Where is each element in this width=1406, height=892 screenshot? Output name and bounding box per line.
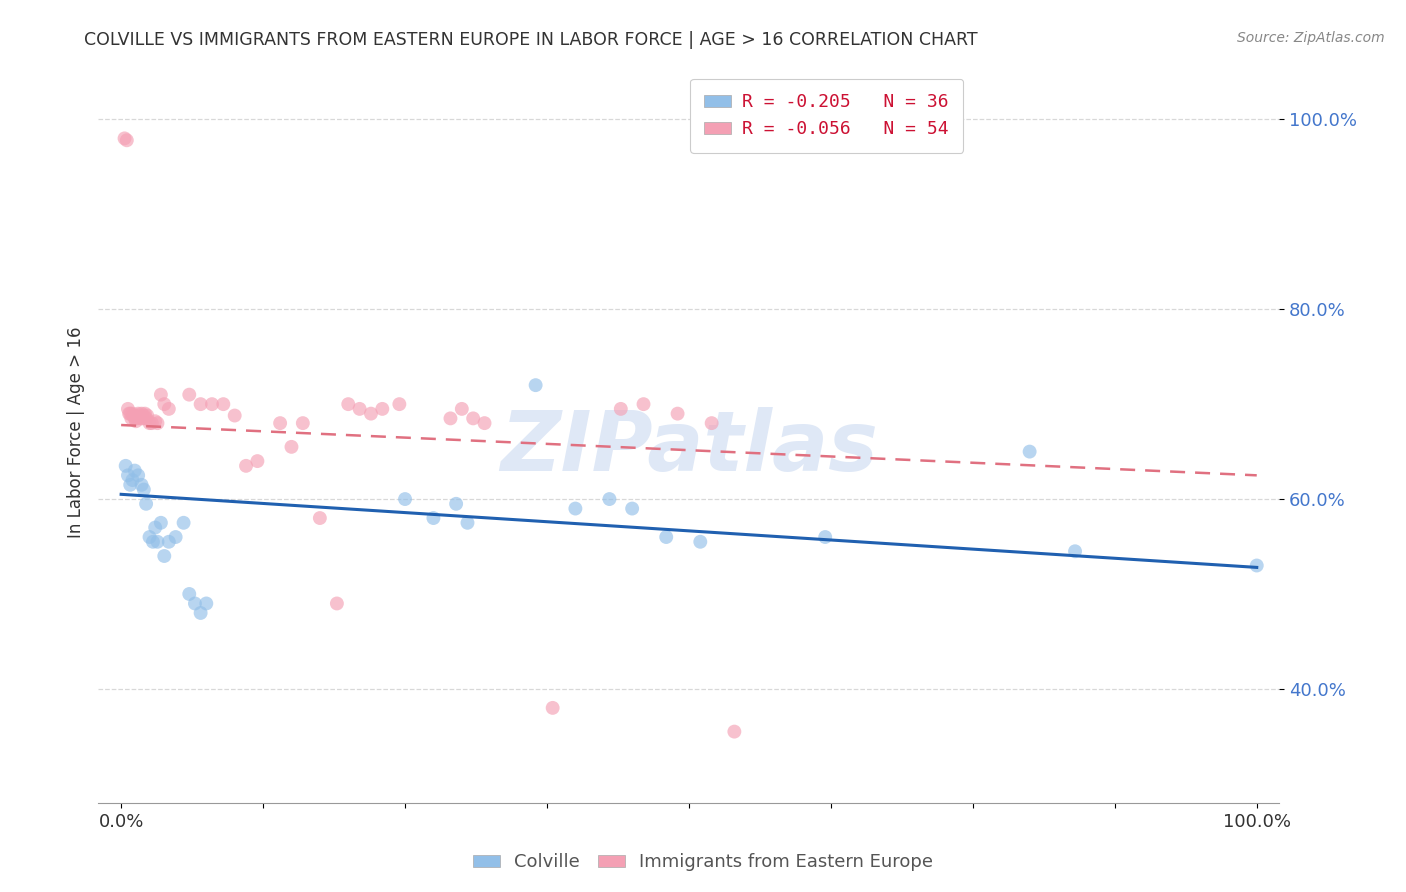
Point — [814, 530, 837, 544]
Point — [118, 407, 141, 421]
Point — [129, 411, 152, 425]
Point — [114, 458, 136, 473]
Point — [388, 397, 411, 411]
Point — [143, 520, 166, 534]
Point — [224, 409, 246, 423]
Point — [610, 401, 633, 416]
Point — [212, 397, 235, 411]
Point — [121, 407, 143, 421]
Point — [179, 587, 201, 601]
Point — [128, 409, 150, 423]
Point — [179, 387, 201, 401]
Point — [524, 378, 547, 392]
Point — [141, 416, 163, 430]
Point — [280, 440, 302, 454]
Point — [246, 454, 269, 468]
Point — [157, 401, 180, 416]
Y-axis label: In Labor Force | Age > 16: In Labor Force | Age > 16 — [66, 326, 84, 539]
Point — [120, 478, 142, 492]
Point — [235, 458, 257, 473]
Point — [132, 409, 155, 423]
Point — [394, 491, 416, 506]
Point — [121, 473, 143, 487]
Point — [541, 701, 564, 715]
Point — [157, 534, 180, 549]
Point — [124, 464, 146, 478]
Point — [666, 407, 689, 421]
Point — [132, 483, 155, 497]
Point — [115, 133, 138, 147]
Point — [149, 387, 172, 401]
Point — [153, 397, 176, 411]
Point — [439, 411, 461, 425]
Point — [723, 724, 745, 739]
Point — [700, 416, 723, 430]
Point — [124, 411, 146, 425]
Point — [135, 497, 157, 511]
Point — [269, 416, 291, 430]
Point — [1018, 444, 1040, 458]
Point — [127, 407, 149, 421]
Text: ZIPatlas: ZIPatlas — [501, 407, 877, 488]
Point — [326, 597, 349, 611]
Point — [122, 409, 145, 423]
Point — [146, 416, 169, 430]
Point — [149, 516, 172, 530]
Point — [689, 534, 711, 549]
Point — [120, 411, 142, 425]
Point — [153, 549, 176, 563]
Point — [463, 411, 485, 425]
Point — [146, 534, 169, 549]
Point — [138, 530, 160, 544]
Point — [422, 511, 444, 525]
Point — [117, 468, 139, 483]
Point — [190, 606, 212, 620]
Point — [349, 401, 371, 416]
Point — [134, 407, 156, 421]
Point — [444, 497, 467, 511]
Point — [1064, 544, 1087, 558]
Point — [131, 478, 153, 492]
Point — [450, 401, 472, 416]
Point — [132, 411, 155, 425]
Point — [136, 409, 159, 423]
Point — [371, 401, 394, 416]
Legend: Colville, Immigrants from Eastern Europe: Colville, Immigrants from Eastern Europe — [465, 847, 941, 879]
Point — [184, 597, 207, 611]
Point — [138, 416, 160, 430]
Point — [173, 516, 195, 530]
Point — [127, 468, 149, 483]
Point — [337, 397, 360, 411]
Point — [474, 416, 496, 430]
Text: Source: ZipAtlas.com: Source: ZipAtlas.com — [1237, 31, 1385, 45]
Point — [125, 414, 148, 428]
Point — [621, 501, 644, 516]
Point — [564, 501, 586, 516]
Point — [165, 530, 187, 544]
Point — [598, 491, 620, 506]
Point — [120, 407, 142, 421]
Point — [655, 530, 678, 544]
Point — [291, 416, 314, 430]
Point — [309, 511, 332, 525]
Point — [135, 411, 157, 425]
Point — [456, 516, 478, 530]
Point — [143, 414, 166, 428]
Point — [142, 534, 165, 549]
Point — [195, 597, 218, 611]
Legend: R = -0.205   N = 36, R = -0.056   N = 54: R = -0.205 N = 36, R = -0.056 N = 54 — [690, 78, 963, 153]
Point — [114, 131, 136, 145]
Point — [633, 397, 655, 411]
Text: COLVILLE VS IMMIGRANTS FROM EASTERN EUROPE IN LABOR FORCE | AGE > 16 CORRELATION: COLVILLE VS IMMIGRANTS FROM EASTERN EURO… — [84, 31, 979, 49]
Point — [190, 397, 212, 411]
Point — [125, 411, 148, 425]
Point — [131, 407, 153, 421]
Point — [1246, 558, 1268, 573]
Point — [201, 397, 224, 411]
Point — [117, 401, 139, 416]
Point — [360, 407, 382, 421]
